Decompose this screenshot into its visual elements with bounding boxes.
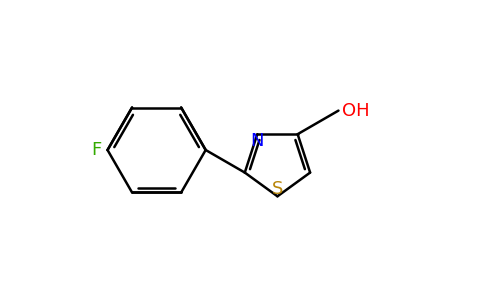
Text: OH: OH xyxy=(342,102,370,120)
Text: N: N xyxy=(251,132,264,150)
Text: S: S xyxy=(272,180,283,198)
Text: F: F xyxy=(91,141,102,159)
